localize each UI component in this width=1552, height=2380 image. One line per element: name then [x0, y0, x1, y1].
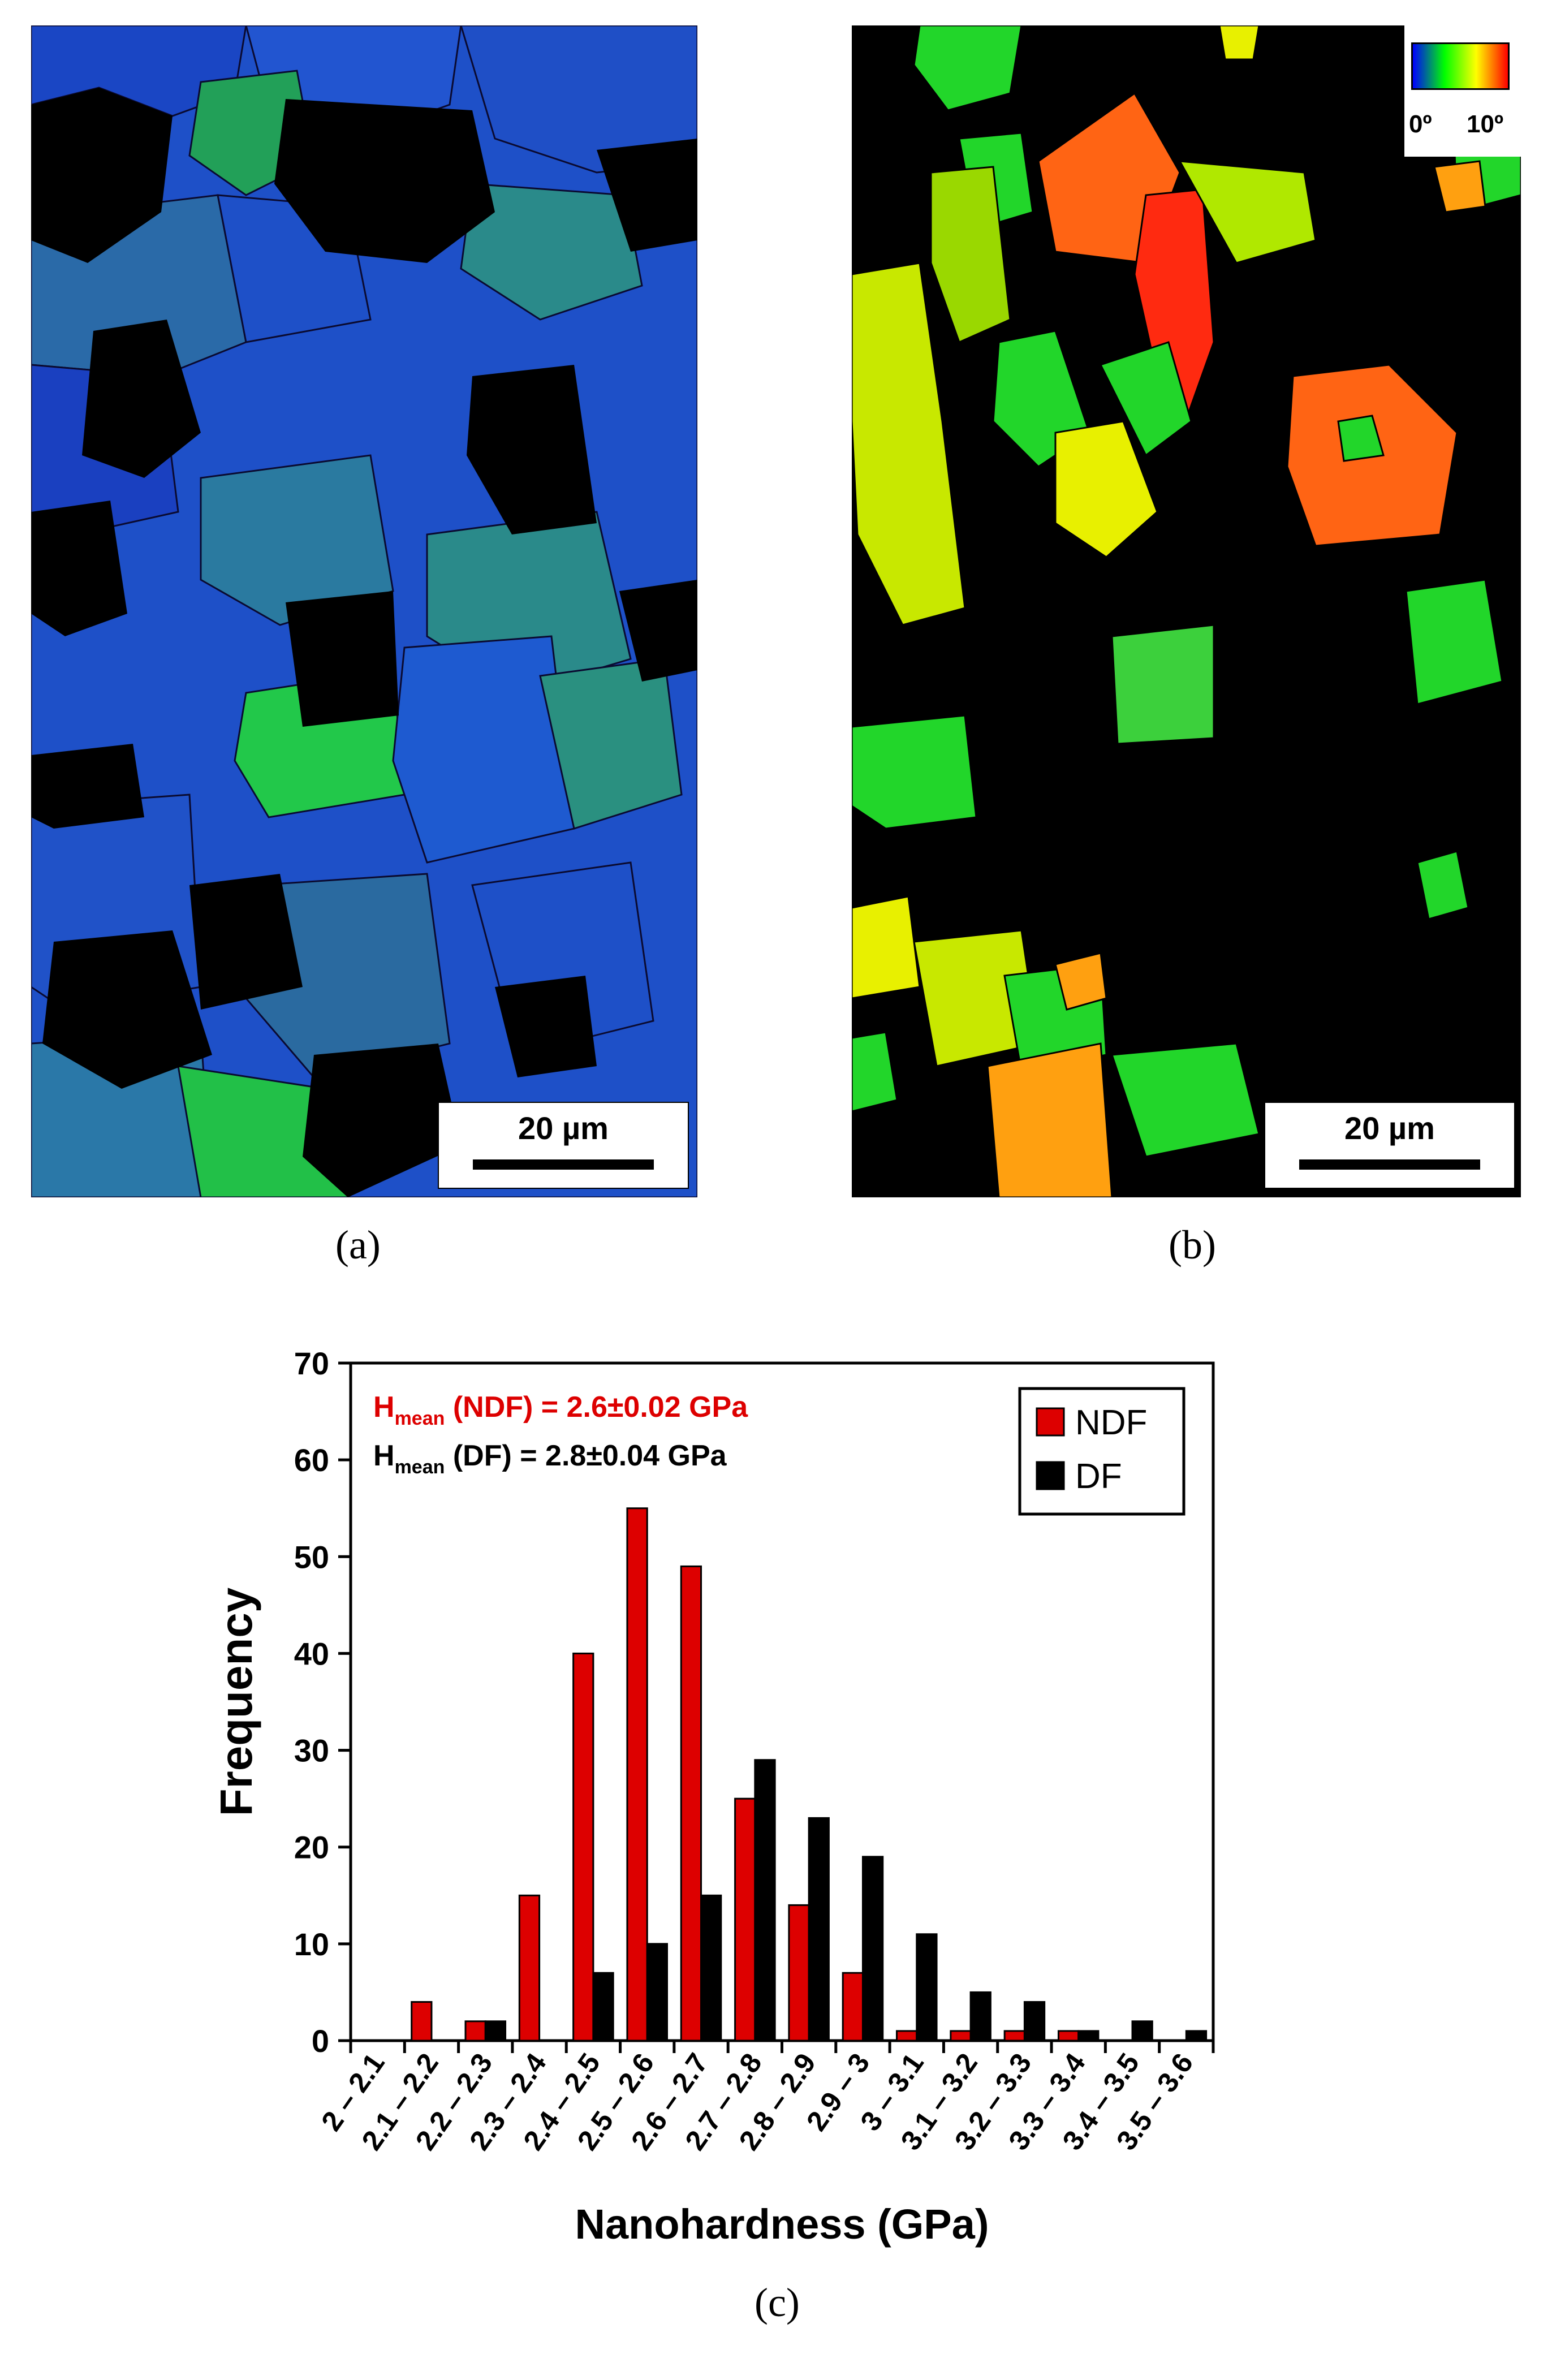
scalebar-a-label: 20 µm	[518, 1110, 609, 1146]
bar-df-9	[861, 1856, 884, 2042]
bar-ndf-4	[572, 1652, 594, 2042]
bar-df-12	[1023, 2001, 1046, 2042]
bar-ndf-10	[896, 2030, 918, 2042]
bar-ndf-5	[626, 1507, 648, 2042]
legend-label-ndf: NDF	[1075, 1403, 1147, 1442]
scalebar-a-line	[473, 1159, 654, 1170]
bar-df-15	[1185, 2030, 1208, 2042]
bar-ndf-8	[788, 1904, 810, 2042]
annotation-1: Hmean (DF) = 2.8±0.04 GPa	[373, 1439, 727, 1478]
y-tick-label: 30	[294, 1733, 329, 1769]
bar-ndf-7	[734, 1797, 756, 2042]
x-axis: 2 – 2.12.1 – 2.22.2 – 2.32.3 – 2.42.4 – …	[315, 2041, 1215, 2156]
y-axis: 0 10 20 30 40 50 60 70	[294, 1346, 351, 2059]
x-axis-label: Nanohardness (GPa)	[575, 2201, 989, 2248]
bar-df-13	[1077, 2030, 1100, 2042]
grain-map-a: 20 µm	[31, 25, 697, 1197]
bar-ndf-9	[842, 1972, 864, 2042]
y-tick-label: 70	[294, 1346, 329, 1381]
scalebar-a: 20 µm	[438, 1102, 689, 1189]
legend-min-label: 0º	[1409, 110, 1432, 138]
scalebar-b-line	[1299, 1159, 1480, 1170]
legend-swatch-df	[1036, 1461, 1065, 1490]
y-tick-label: 50	[294, 1539, 329, 1575]
bar-df-4	[592, 1972, 614, 2042]
bar-ndf-11	[950, 2030, 972, 2042]
y-tick-label: 10	[294, 1926, 329, 1962]
grain-map-b-image	[852, 25, 1521, 1197]
scalebar-b-label: 20 µm	[1344, 1110, 1435, 1146]
scalebar-b: 20 µm	[1264, 1102, 1515, 1189]
legend-swatch-ndf	[1036, 1407, 1065, 1437]
bar-df-5	[646, 1943, 668, 2042]
bar-df-11	[969, 1991, 991, 2042]
y-axis-label: Frequency	[211, 1587, 261, 1816]
bar-df-8	[808, 1817, 830, 2042]
y-tick-label: 60	[294, 1442, 329, 1478]
bar-ndf-13	[1057, 2030, 1080, 2042]
y-tick-label: 20	[294, 1830, 329, 1865]
bar-ndf-12	[1003, 2030, 1025, 2042]
legend-max-label: 10º	[1467, 110, 1504, 138]
bar-df-14	[1131, 2020, 1153, 2042]
bar-df-6	[700, 1894, 722, 2042]
legend-color-gradient	[1411, 42, 1510, 90]
panel-label-b: (b)	[1169, 1222, 1216, 1267]
bar-df-7	[754, 1759, 776, 2042]
chart-legend: NDF DF	[1018, 1387, 1185, 1516]
bar-ndf-3	[518, 1894, 541, 2042]
bar-ndf-2	[464, 2020, 486, 2042]
bars	[411, 1507, 1208, 2042]
grain-map-b: 0º 10º 20 µm	[852, 25, 1521, 1197]
misorientation-legend: 0º 10º	[1404, 25, 1521, 157]
grain-map-a-image	[31, 25, 697, 1197]
legend-label-df: DF	[1075, 1457, 1122, 1496]
bar-ndf-1	[411, 2001, 433, 2042]
y-tick-label: 40	[294, 1636, 329, 1671]
bar-df-2	[484, 2020, 507, 2042]
legend-frame	[1018, 1387, 1185, 1516]
annotations: Hmean (NDF) = 2.6±0.02 GPa Hmean (DF) = 2…	[373, 1391, 748, 1478]
annotation-0: Hmean (NDF) = 2.6±0.02 GPa	[373, 1391, 748, 1429]
bar-ndf-6	[680, 1565, 702, 2042]
bar-df-10	[916, 1933, 938, 2042]
panel-label-c: (c)	[755, 2280, 800, 2325]
y-tick-label: 0	[312, 2023, 329, 2059]
nanohardness-histogram: 0 10 20 30 40 50 60 70 2 – 2.12.1 – 2.22.2 – 2.…	[211, 1346, 1215, 2248]
panel-label-a: (a)	[335, 1222, 381, 1267]
